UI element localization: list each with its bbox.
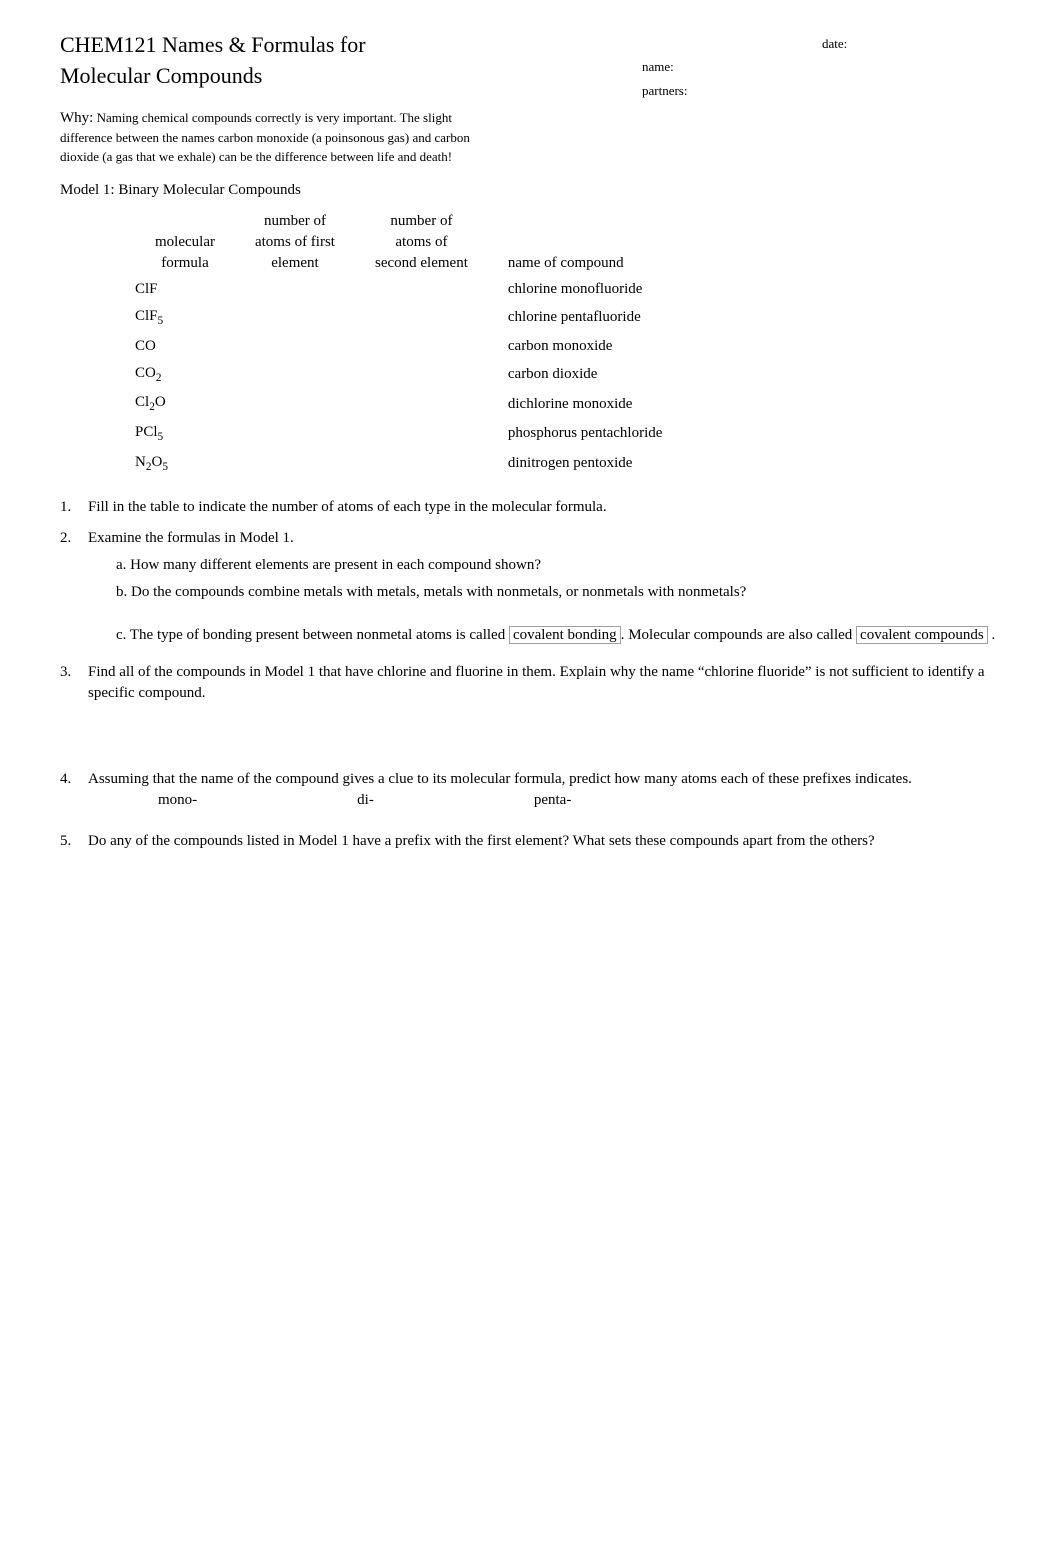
first-atoms-cell xyxy=(235,333,355,360)
q2c-box1: covalent bonding xyxy=(509,626,621,644)
model1-heading: Model 1: Binary Molecular Compounds xyxy=(60,180,1002,201)
question-3: 3. Find all of the compounds in Model 1 … xyxy=(60,662,1002,704)
second-atoms-cell xyxy=(355,333,488,360)
first-atoms-cell xyxy=(235,419,355,449)
q2-text: Examine the formulas in Model 1. xyxy=(88,528,1002,549)
second-atoms-cell xyxy=(355,360,488,390)
prefix-penta: penta- xyxy=(534,790,571,811)
why-text: Naming chemical compounds correctly is v… xyxy=(60,110,470,163)
page-title-line1: CHEM121 Names & Formulas for xyxy=(60,30,642,61)
why-block: Why: Naming chemical compounds correctly… xyxy=(60,108,480,165)
table-row: Cl2O dichlorine monoxide xyxy=(135,389,682,419)
question-4: 4. Assuming that the name of the compoun… xyxy=(60,769,1002,811)
q3-text: Find all of the compounds in Model 1 tha… xyxy=(88,662,1002,704)
partners-label: partners: xyxy=(642,82,822,100)
date-label: date: xyxy=(822,30,1002,53)
name-cell: chlorine monofluoride xyxy=(488,276,683,303)
table-row: N2O5 dinitrogen pentoxide xyxy=(135,449,682,479)
title-block: CHEM121 Names & Formulas for Molecular C… xyxy=(60,30,642,92)
second-atoms-cell xyxy=(355,303,488,333)
table-row: PCl5 phosphorus pentachloride xyxy=(135,419,682,449)
table-row: ClF chlorine monofluoride xyxy=(135,276,682,303)
first-atoms-cell xyxy=(235,389,355,419)
col-name: name of compound xyxy=(488,209,683,276)
first-atoms-cell xyxy=(235,303,355,333)
second-atoms-cell xyxy=(355,449,488,479)
first-atoms-cell xyxy=(235,449,355,479)
name-cell: dichlorine monoxide xyxy=(488,389,683,419)
q3-num: 3. xyxy=(60,662,88,704)
question-1: 1. Fill in the table to indicate the num… xyxy=(60,497,1002,518)
second-atoms-cell xyxy=(355,419,488,449)
prefix-mono: mono- xyxy=(158,790,197,811)
q5-num: 5. xyxy=(60,831,88,852)
q2-num: 2. xyxy=(60,528,88,652)
first-atoms-cell xyxy=(235,276,355,303)
table-row: CO2 carbon dioxide xyxy=(135,360,682,390)
name-label: name: xyxy=(642,58,822,76)
table-header-row: molecular formula number of atoms of fir… xyxy=(135,209,682,276)
q4-text: Assuming that the name of the compound g… xyxy=(88,769,1002,790)
compound-table: molecular formula number of atoms of fir… xyxy=(135,209,682,479)
table-row: CO carbon monoxide xyxy=(135,333,682,360)
formula-cell: ClF5 xyxy=(135,303,235,333)
q2c-post: . xyxy=(992,627,996,643)
prefix-di: di- xyxy=(357,790,374,811)
formula-cell: N2O5 xyxy=(135,449,235,479)
table-row: ClF5 chlorine pentafluoride xyxy=(135,303,682,333)
second-atoms-cell xyxy=(355,389,488,419)
name-cell: carbon dioxide xyxy=(488,360,683,390)
second-atoms-cell xyxy=(355,276,488,303)
name-cell: chlorine pentafluoride xyxy=(488,303,683,333)
col-first-atoms: number of atoms of first element xyxy=(235,209,355,276)
name-cell: dinitrogen pentoxide xyxy=(488,449,683,479)
q1-text: Fill in the table to indicate the number… xyxy=(88,497,1002,518)
q2c: c. The type of bonding present between n… xyxy=(116,625,1002,646)
formula-cell: PCl5 xyxy=(135,419,235,449)
page-title-line2: Molecular Compounds xyxy=(60,61,642,92)
formula-cell: CO2 xyxy=(135,360,235,390)
q2c-box2: covalent compounds xyxy=(856,626,988,644)
formula-cell: Cl2O xyxy=(135,389,235,419)
questions: 1. Fill in the table to indicate the num… xyxy=(60,497,1002,852)
q1-num: 1. xyxy=(60,497,88,518)
name-cell: carbon monoxide xyxy=(488,333,683,360)
q2c-mid: . Molecular compounds are also called xyxy=(621,627,853,643)
why-label: Why: xyxy=(60,110,93,126)
q4-num: 4. xyxy=(60,769,88,811)
header: CHEM121 Names & Formulas for Molecular C… xyxy=(60,30,1002,100)
formula-cell: CO xyxy=(135,333,235,360)
name-cell: phosphorus pentachloride xyxy=(488,419,683,449)
col-formula: molecular formula xyxy=(135,209,235,276)
q5-text: Do any of the compounds listed in Model … xyxy=(88,831,1002,852)
q2c-pre: c. The type of bonding present between n… xyxy=(116,627,509,643)
col-second-atoms: number of atoms of second element xyxy=(355,209,488,276)
name-partners-block: name: partners: xyxy=(642,30,822,100)
question-2: 2. Examine the formulas in Model 1. a. H… xyxy=(60,528,1002,652)
prefix-row: mono- di- penta- xyxy=(158,790,1002,811)
q2a: a. How many different elements are prese… xyxy=(116,555,1002,576)
question-5: 5. Do any of the compounds listed in Mod… xyxy=(60,831,1002,852)
first-atoms-cell xyxy=(235,360,355,390)
formula-cell: ClF xyxy=(135,276,235,303)
q2b: b. Do the compounds combine metals with … xyxy=(116,582,1002,603)
